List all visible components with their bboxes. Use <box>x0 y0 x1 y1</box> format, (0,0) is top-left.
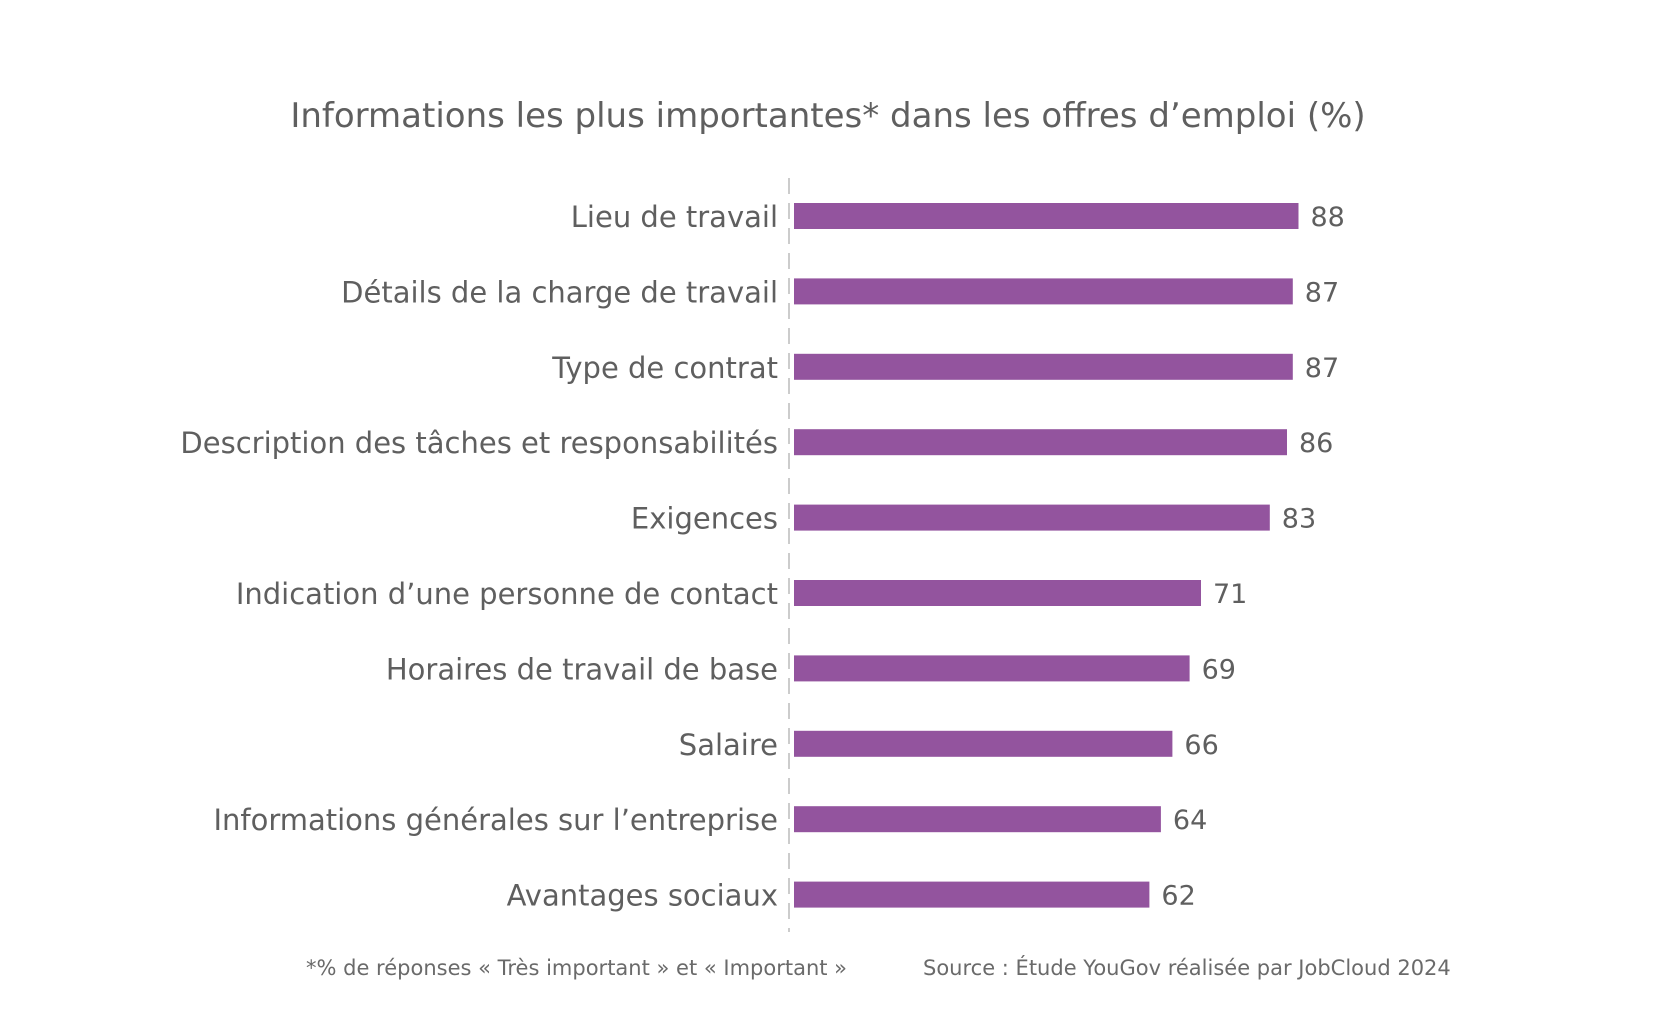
bar <box>794 429 1287 456</box>
bars-layer <box>794 203 1299 908</box>
value-label: 87 <box>1305 277 1339 308</box>
value-label: 69 <box>1202 654 1236 685</box>
category-label: Avantages sociaux <box>507 879 778 913</box>
bar <box>794 353 1293 380</box>
category-label: Informations générales sur l’entreprise <box>213 803 778 837</box>
chart-title: Informations les plus importantes* dans … <box>290 96 1366 136</box>
category-labels: Lieu de travail Détails de la charge de t… <box>180 200 778 913</box>
value-label: 83 <box>1282 504 1316 535</box>
category-label: Horaires de travail de base <box>386 652 778 686</box>
value-label: 66 <box>1184 730 1218 761</box>
value-label: 87 <box>1305 353 1339 384</box>
bar <box>794 881 1150 908</box>
value-label: 71 <box>1213 579 1247 610</box>
value-labels: 88 87 87 86 83 71 69 66 64 62 <box>1161 202 1344 912</box>
bar <box>794 580 1201 606</box>
footnote-note: *% de réponses « Très important » et « I… <box>306 956 848 980</box>
value-label: 62 <box>1161 881 1195 912</box>
category-label: Lieu de travail <box>571 200 778 234</box>
footnote-source: Source : Étude YouGov réalisée par JobCl… <box>923 956 1451 980</box>
category-label: Indication d’une personne de contact <box>236 577 778 611</box>
category-label: Salaire <box>679 728 778 762</box>
category-label: Détails de la charge de travail <box>341 275 778 309</box>
bar <box>794 806 1161 833</box>
bar <box>794 655 1190 682</box>
category-label: Exigences <box>631 502 778 536</box>
value-label: 64 <box>1173 805 1207 836</box>
bar <box>794 203 1299 229</box>
bar <box>794 504 1270 531</box>
category-label: Type de contrat <box>551 351 778 385</box>
value-label: 88 <box>1311 202 1345 233</box>
category-label: Description des tâches et responsabilité… <box>180 426 778 460</box>
bar <box>794 278 1293 305</box>
value-label: 86 <box>1299 428 1333 459</box>
bar <box>794 730 1173 757</box>
